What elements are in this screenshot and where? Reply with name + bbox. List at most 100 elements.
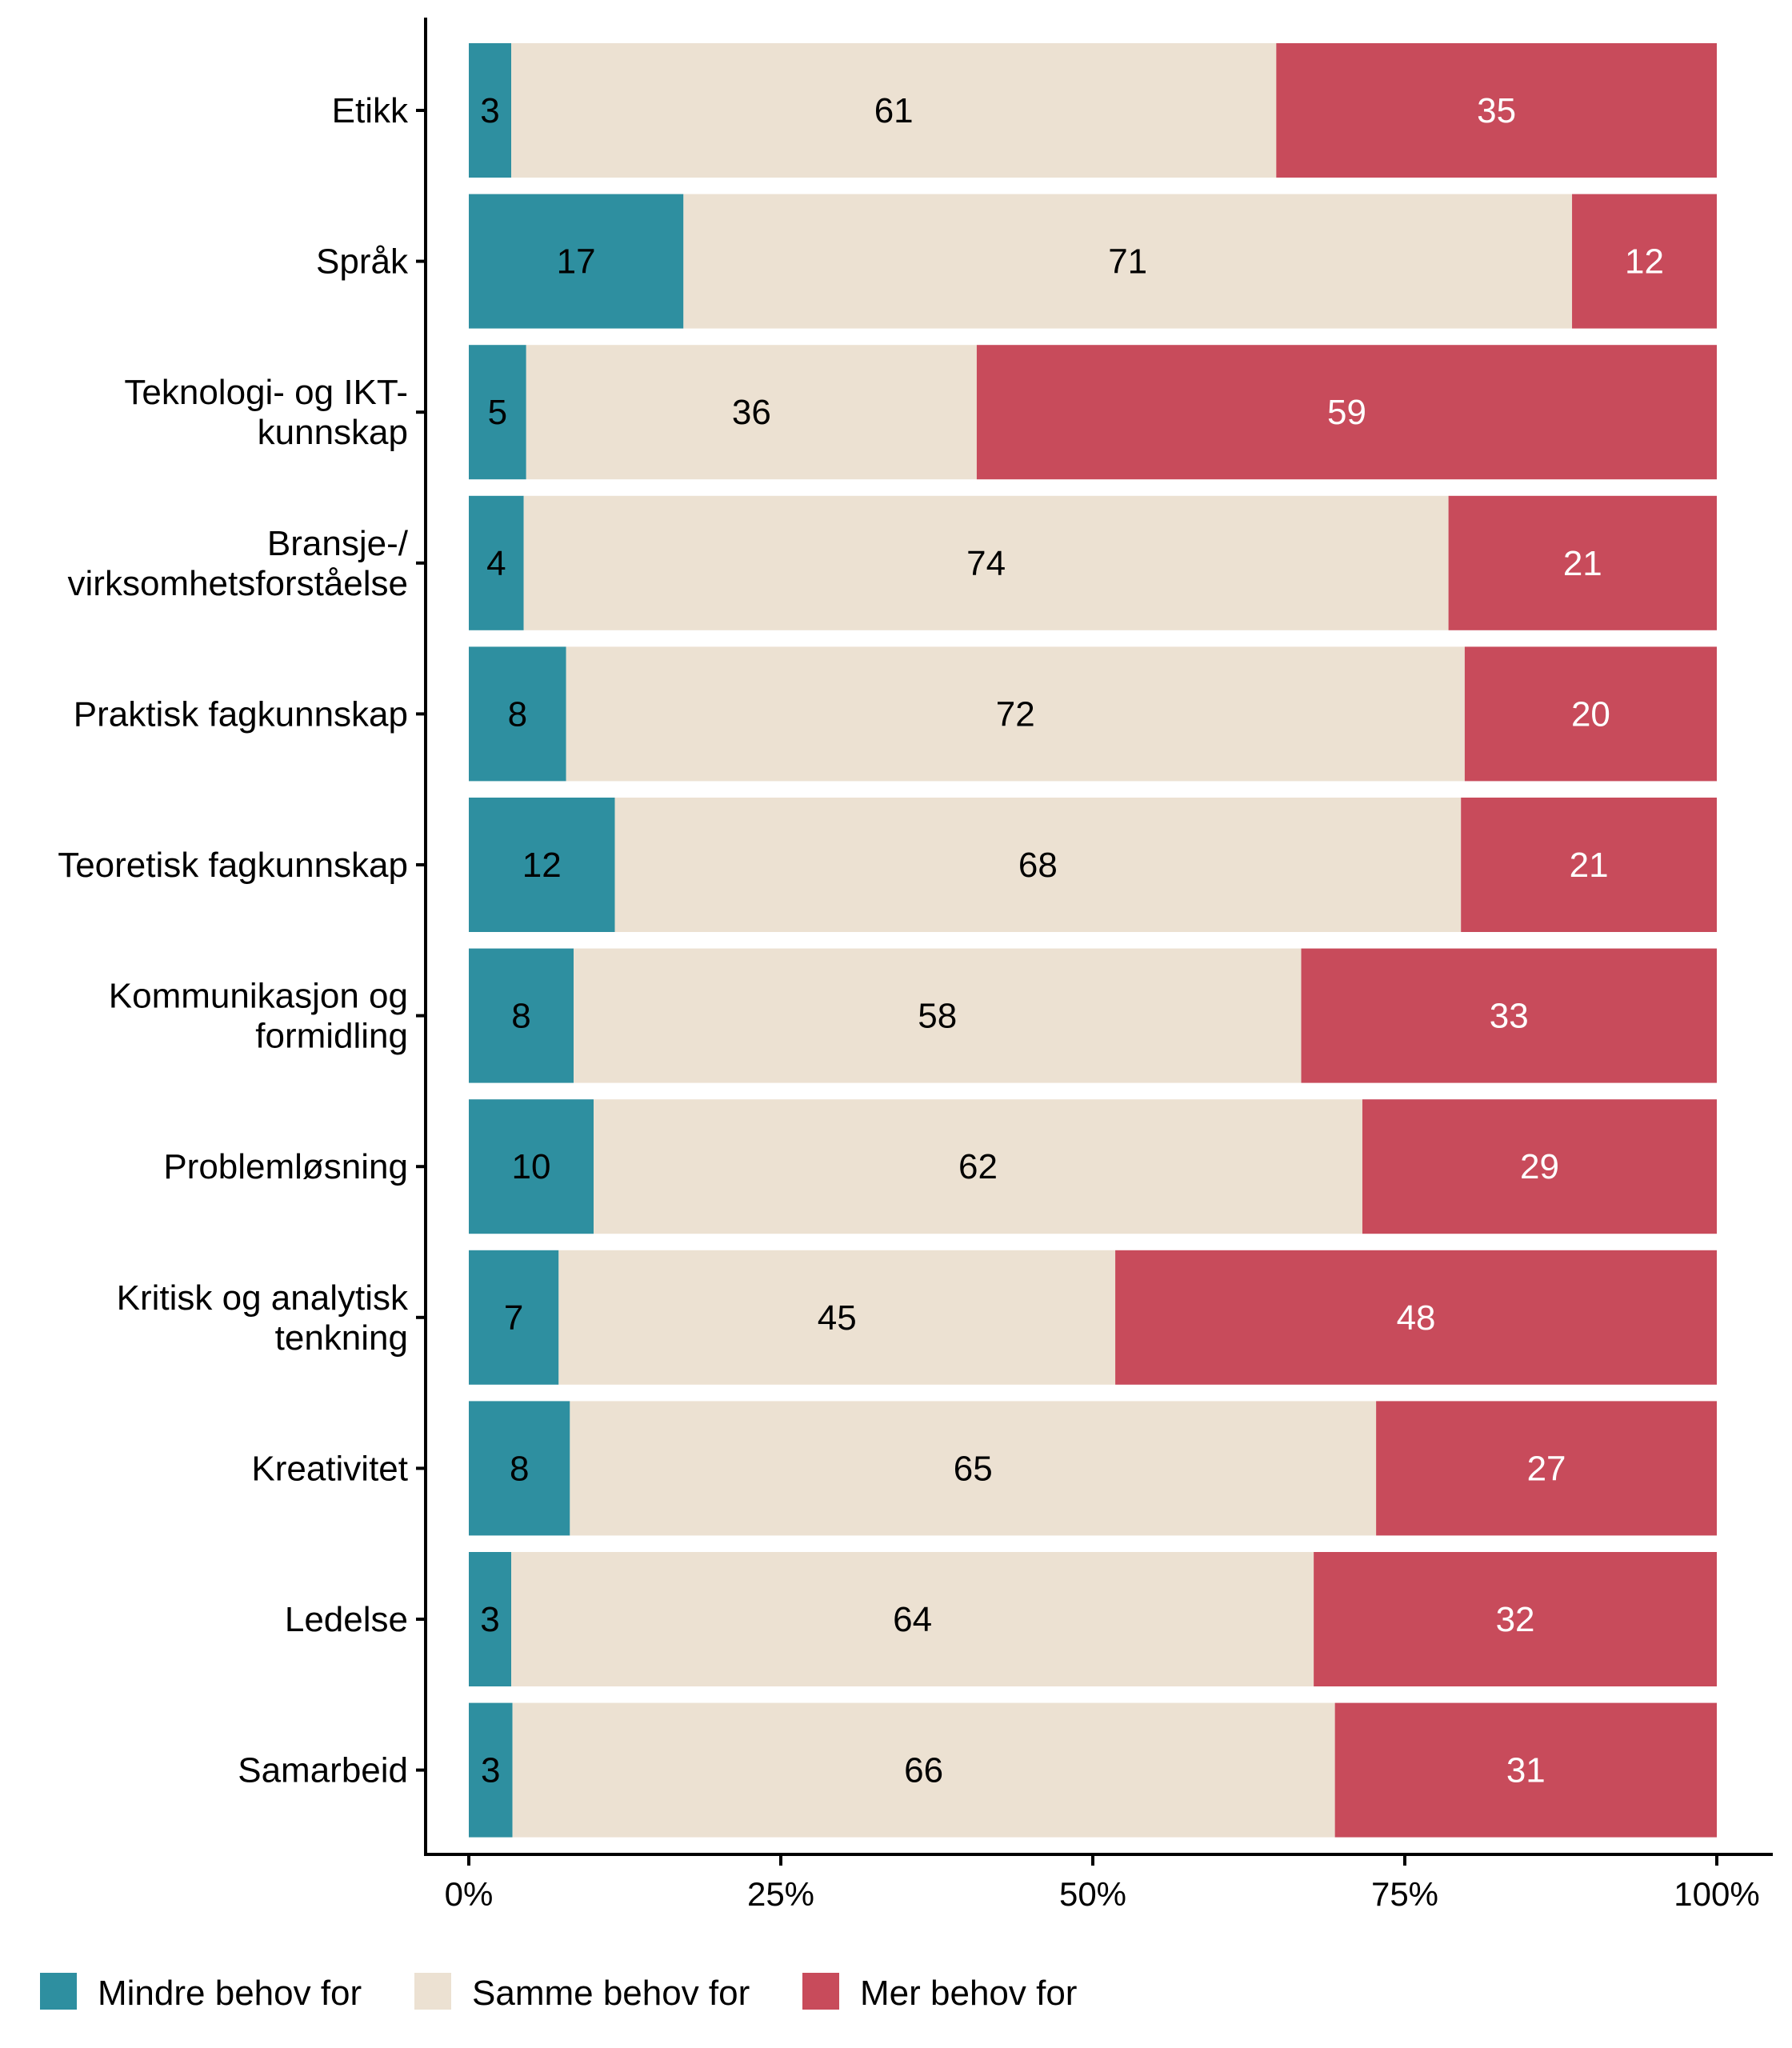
legend-key — [802, 1973, 839, 2010]
legend-key — [40, 1973, 77, 2010]
data-label: 12 — [1625, 242, 1664, 282]
data-label: 12 — [522, 846, 562, 885]
data-label: 21 — [1563, 544, 1602, 583]
bar-segment — [469, 495, 524, 630]
bar-segment — [469, 194, 684, 329]
data-label: 3 — [481, 1751, 500, 1790]
category-label: Problemløsning — [163, 1147, 408, 1186]
category-label: Praktisk fagkunnskap — [74, 694, 408, 734]
bar-segment — [1276, 43, 1717, 178]
bar-segment — [469, 948, 574, 1083]
data-label: 8 — [511, 997, 530, 1036]
category-label: Kritisk og analytisk tenkning — [117, 1278, 409, 1358]
data-label: 33 — [1490, 997, 1529, 1036]
data-label: 27 — [1527, 1449, 1566, 1488]
data-label: 66 — [904, 1751, 943, 1790]
bar-segment — [512, 1702, 1335, 1838]
bar-segment — [683, 194, 1573, 329]
bar-segment — [523, 495, 1449, 630]
data-label: 61 — [874, 91, 914, 130]
data-label: 68 — [1018, 846, 1058, 885]
bar-segment — [469, 345, 526, 480]
legend-key — [414, 1973, 451, 2010]
category-label-line: Praktisk fagkunnskap — [74, 694, 408, 734]
bar-segment — [469, 1552, 512, 1686]
category-label-line: Problemløsning — [163, 1147, 408, 1186]
category-label-line: Kommunikasjon og — [109, 977, 408, 1016]
data-label: 31 — [1506, 1751, 1546, 1790]
bar-segment — [1362, 1099, 1717, 1234]
bar-segment — [1376, 1401, 1717, 1536]
data-label: 20 — [1571, 694, 1610, 734]
category-label-line: Ledelse — [285, 1600, 408, 1639]
bar-segment — [558, 1250, 1116, 1385]
bar-segment — [1461, 798, 1717, 932]
data-label: 48 — [1397, 1298, 1436, 1338]
data-label: 7 — [504, 1298, 523, 1338]
bar-segment — [469, 1099, 594, 1234]
data-label: 21 — [1570, 846, 1609, 885]
bar-segment — [1448, 495, 1717, 630]
bar-segment — [594, 1099, 1362, 1234]
x-tick-label: 75% — [1371, 1875, 1438, 1913]
category-label: Etikk — [332, 91, 409, 130]
data-label: 59 — [1327, 393, 1366, 432]
data-label: 62 — [958, 1147, 998, 1186]
bar-segment — [1572, 194, 1717, 329]
bar-segment — [469, 1401, 570, 1536]
data-label: 8 — [510, 1449, 529, 1488]
category-label: Kommunikasjon og formidling — [109, 977, 408, 1056]
category-label-line: Etikk — [332, 91, 409, 130]
bar-segment — [1334, 1702, 1717, 1838]
data-label: 71 — [1108, 242, 1147, 282]
bar-segment — [1464, 646, 1717, 782]
data-label: 29 — [1520, 1147, 1559, 1186]
x-tick-label: 100% — [1674, 1875, 1759, 1913]
bar-segment — [1301, 948, 1717, 1083]
data-label: 3 — [480, 91, 499, 130]
bar-segment — [1314, 1552, 1717, 1686]
data-label: 65 — [954, 1449, 993, 1488]
category-label-line: Kritisk og analytisk — [117, 1278, 409, 1318]
data-label: 17 — [557, 242, 596, 282]
bar-segment — [469, 1250, 559, 1385]
category-label-line: virksomhetsforståelse — [68, 564, 408, 603]
data-label: 64 — [893, 1600, 932, 1639]
legend-label: Samme behov for — [472, 1974, 750, 2013]
bar-segment — [976, 345, 1717, 480]
bar-segment — [570, 1401, 1377, 1536]
category-label-line: tenkning — [275, 1318, 408, 1358]
x-tick-label: 25% — [747, 1875, 814, 1913]
bar-segment — [574, 948, 1302, 1083]
data-label: 32 — [1496, 1600, 1535, 1639]
data-label: 74 — [966, 544, 1006, 583]
category-label: Kreativitet — [251, 1449, 408, 1488]
bar-segment — [511, 43, 1277, 178]
x-tick-label: 50% — [1059, 1875, 1126, 1913]
legend-label: Mindre behov for — [98, 1974, 362, 2013]
category-label: Bransje-/virksomhetsforståelse — [68, 524, 409, 603]
data-label: 72 — [996, 694, 1035, 734]
bar-segment — [526, 345, 977, 480]
category-label: Teknologi- og IKT-kunnskap — [124, 373, 408, 452]
data-label: 45 — [818, 1298, 857, 1338]
data-label: 36 — [732, 393, 771, 432]
data-label: 5 — [488, 393, 507, 432]
data-label: 3 — [480, 1600, 499, 1639]
data-label: 4 — [486, 544, 506, 583]
bar-segment — [469, 798, 615, 932]
category-label: Ledelse — [285, 1600, 408, 1639]
category-label-line: kunnskap — [258, 413, 408, 452]
bar-segment — [469, 646, 566, 782]
data-label: 8 — [508, 694, 527, 734]
bar-segment — [566, 646, 1465, 782]
bar-segment — [511, 1552, 1314, 1686]
category-label-line: Språk — [316, 242, 409, 282]
bar-segment — [614, 798, 1462, 932]
category-label-line: Kreativitet — [251, 1449, 408, 1488]
bar-segment — [469, 43, 512, 178]
category-label-line: Teoretisk fagkunnskap — [58, 846, 408, 885]
category-label-line: Bransje-/ — [267, 524, 409, 563]
